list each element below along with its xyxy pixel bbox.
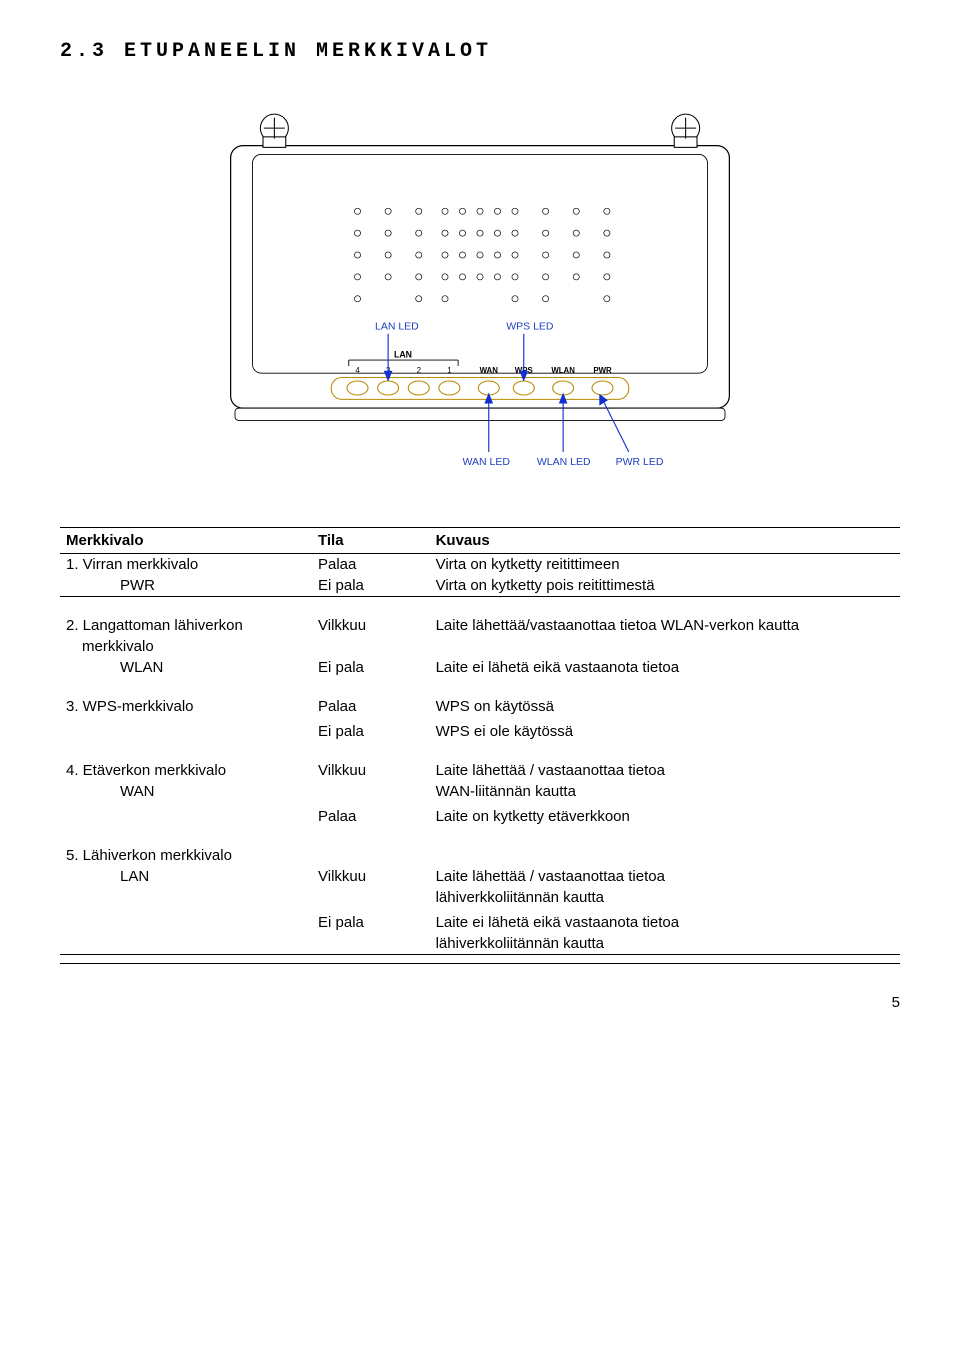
table-row: lähiverkkoliitännän kautta xyxy=(60,887,900,908)
label-lan-1: 1 xyxy=(447,366,451,375)
table-row: 5. Lähiverkon merkkivalo xyxy=(60,845,900,866)
table-row: Ei pala WPS ei ole käytössä xyxy=(60,721,900,742)
table-row: 2. Langattoman lähiverkon Vilkkuu Laite … xyxy=(60,615,900,636)
callout-wan-led: WAN LED xyxy=(463,456,511,468)
page-number: 5 xyxy=(60,994,900,1011)
table-row: PWR Ei pala Virta on kytketty pois reiti… xyxy=(60,575,900,597)
callout-wlan-led: WLAN LED xyxy=(537,456,591,468)
label-wlan: WLAN xyxy=(551,366,575,375)
led-table: Merkkivalo Tila Kuvaus 1. Virran merkkiv… xyxy=(60,527,900,964)
section-heading: 2.3 ETUPANEELIN MERKKIVALOT xyxy=(60,40,900,63)
label-pwr: PWR xyxy=(593,366,612,375)
callout-wps-led: WPS LED xyxy=(506,320,554,332)
table-row: WAN WAN-liitännän kautta xyxy=(60,781,900,802)
th-kuvaus: Kuvaus xyxy=(430,528,900,554)
th-merkkivalo: Merkkivalo xyxy=(60,528,312,554)
table-row: LAN Vilkkuu Laite lähettää / vastaanotta… xyxy=(60,866,900,887)
table-row: merkkivalo xyxy=(60,636,900,657)
table-row: 4. Etäverkon merkkivalo Vilkkuu Laite lä… xyxy=(60,760,900,781)
table-row: lähiverkkoliitännän kautta xyxy=(60,933,900,955)
label-lan-2: 2 xyxy=(417,366,421,375)
callout-pwr-led: PWR LED xyxy=(616,456,664,468)
table-row: 3. WPS-merkkivalo Palaa WPS on käytössä xyxy=(60,696,900,717)
label-wan: WAN xyxy=(480,366,499,375)
label-lan-4: 4 xyxy=(355,366,360,375)
table-row: 1. Virran merkkivalo Palaa Virta on kytk… xyxy=(60,554,900,576)
table-row: Palaa Laite on kytketty etäverkkoon xyxy=(60,806,900,827)
th-tila: Tila xyxy=(312,528,430,554)
label-row-header: LAN xyxy=(394,349,412,359)
table-row: Ei pala Laite ei lähetä eikä vastaanota … xyxy=(60,912,900,933)
table-row: WLAN Ei pala Laite ei lähetä eikä vastaa… xyxy=(60,657,900,678)
callout-lan-led: LAN LED xyxy=(375,320,419,332)
device-diagram: LAN 4 3 2 1 WAN WPS WLAN PWR LAN LED WPS… xyxy=(60,93,900,487)
